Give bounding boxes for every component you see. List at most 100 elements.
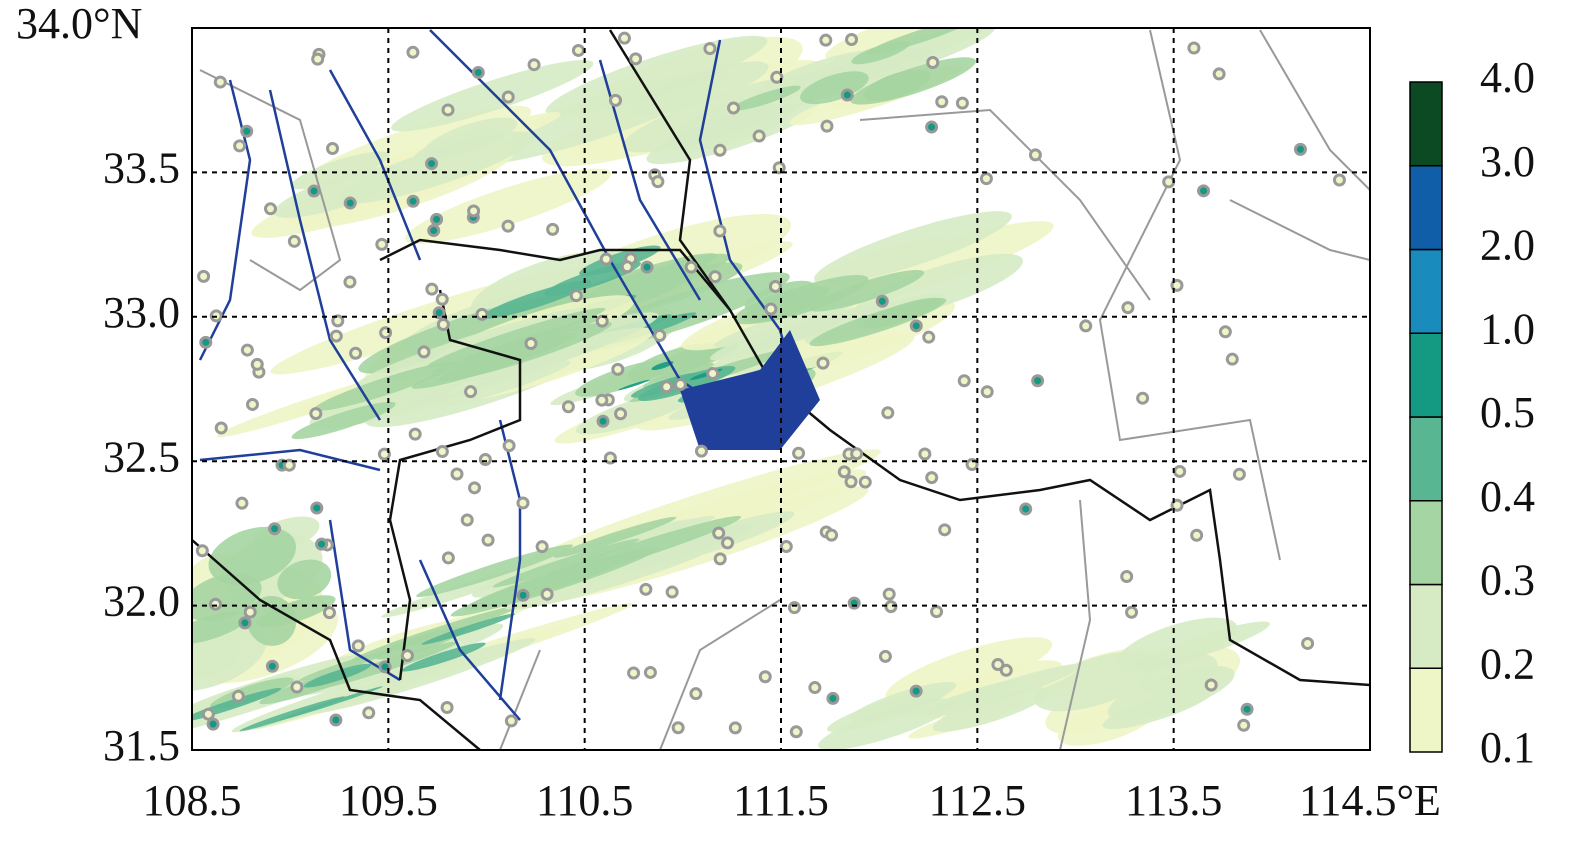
station: [430, 212, 444, 226]
station: [845, 32, 859, 46]
colorbar-segment: [1409, 416, 1443, 502]
station: [502, 439, 516, 453]
station: [213, 75, 227, 89]
station: [1162, 175, 1176, 189]
station: [425, 282, 439, 296]
station: [909, 684, 923, 698]
station: [535, 540, 549, 554]
colorbar-label: 0.3: [1480, 556, 1535, 605]
y-tick-label: 32.5: [103, 432, 180, 481]
station: [1301, 636, 1315, 650]
precip-patch: [851, 41, 910, 65]
station: [240, 124, 254, 138]
precip-patch: [481, 280, 592, 319]
precip-patch: [1115, 617, 1237, 673]
station: [351, 639, 365, 653]
station: [329, 713, 343, 727]
station: [858, 475, 872, 489]
colorbar-segment: [1409, 583, 1443, 669]
station: [938, 523, 952, 537]
station: [752, 129, 766, 143]
station: [1190, 528, 1204, 542]
station: [620, 260, 634, 274]
station: [406, 194, 420, 208]
station: [1120, 569, 1134, 583]
station: [408, 427, 422, 441]
station: [1212, 67, 1226, 81]
station: [925, 471, 939, 485]
station: [250, 357, 264, 371]
station: [243, 605, 257, 619]
precip-patch: [646, 99, 820, 165]
station: [816, 356, 830, 370]
precip-patch: [401, 342, 602, 409]
station: [322, 606, 336, 620]
x-tick-label: 110.5: [536, 776, 633, 825]
precip-patch: [416, 544, 573, 598]
station: [1293, 142, 1307, 156]
station: [643, 665, 657, 679]
station: [819, 33, 833, 47]
station: [263, 202, 277, 216]
station: [571, 43, 585, 57]
colorbar-label: 2.0: [1480, 221, 1535, 270]
station: [516, 496, 530, 510]
station: [240, 343, 254, 357]
precip-patch: [291, 401, 396, 440]
precip-patch: [826, 688, 949, 732]
y-tick-label: 31.5: [103, 721, 180, 770]
station: [926, 56, 940, 70]
station: [201, 707, 215, 721]
station: [349, 346, 363, 360]
station: [1019, 502, 1033, 516]
x-tick-label: 108.5: [143, 776, 242, 825]
station: [238, 616, 252, 630]
station: [627, 666, 641, 680]
precip-patch: [492, 538, 640, 588]
station: [935, 95, 949, 109]
precip-patch: [391, 59, 594, 132]
station: [721, 536, 735, 550]
station: [478, 452, 492, 466]
station: [464, 385, 478, 399]
station: [629, 52, 643, 66]
station: [614, 407, 628, 421]
station: [772, 161, 786, 175]
map-layers: [192, 28, 1370, 750]
station: [713, 143, 727, 157]
x-tick-label: 109.5: [339, 776, 438, 825]
station: [665, 585, 679, 599]
station: [233, 139, 247, 153]
map-line: [199, 29, 1370, 750]
station: [400, 649, 414, 663]
station: [882, 587, 896, 601]
colorbar-label: 0.2: [1480, 639, 1535, 688]
precip-patch: [247, 595, 297, 646]
station: [425, 157, 439, 171]
station: [436, 318, 450, 332]
station: [706, 367, 720, 381]
station: [516, 588, 530, 602]
station: [787, 601, 801, 615]
station: [309, 407, 323, 421]
precip-patch: [850, 57, 976, 105]
station: [1079, 319, 1093, 333]
station: [467, 204, 481, 218]
map-line: [192, 29, 1370, 750]
station: [955, 96, 969, 110]
precip-patch: [553, 516, 677, 558]
station: [909, 319, 923, 333]
station: [826, 691, 840, 705]
precip-patch: [273, 166, 407, 218]
station: [311, 52, 325, 66]
precip-patch: [809, 269, 925, 312]
precip-patch: [192, 619, 267, 692]
station: [651, 175, 665, 189]
station: [432, 306, 446, 320]
station: [712, 526, 726, 540]
station: [331, 314, 345, 328]
x-tick-label: 111.5: [733, 776, 829, 825]
station: [546, 222, 560, 236]
station: [282, 458, 296, 472]
